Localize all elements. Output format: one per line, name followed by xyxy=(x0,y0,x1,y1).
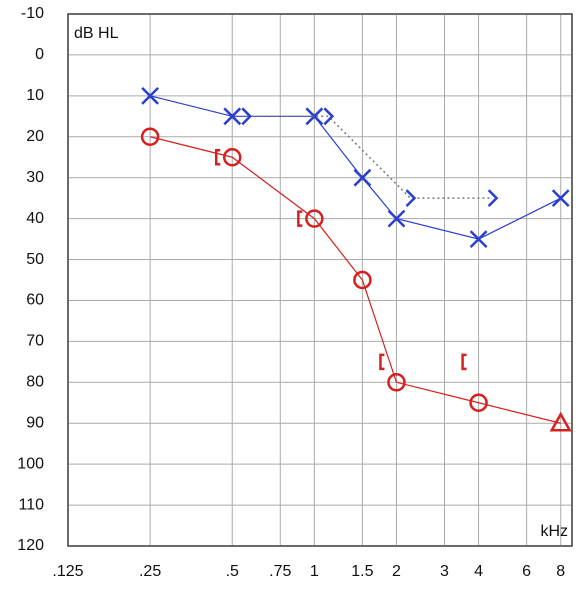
x-tick-label: .5 xyxy=(226,563,239,580)
x-tick-label: .75 xyxy=(269,563,291,580)
y-tick-label: 0 xyxy=(35,46,44,63)
marker xyxy=(140,127,160,147)
marker xyxy=(305,209,324,228)
marker xyxy=(223,107,242,126)
y-axis-label: dB HL xyxy=(74,25,119,42)
marker xyxy=(241,107,253,126)
y-tick-label: 120 xyxy=(17,537,44,554)
y-tick-label: 60 xyxy=(26,292,44,309)
marker xyxy=(323,107,335,126)
marker xyxy=(405,189,417,208)
marker xyxy=(353,168,372,187)
y-tick-label: -10 xyxy=(21,5,44,22)
x-tick-label: 2 xyxy=(392,563,401,580)
plot-border xyxy=(67,13,573,547)
x-tick-label: .25 xyxy=(139,563,161,580)
marker xyxy=(214,148,221,166)
x-tick-label: 4 xyxy=(474,563,483,580)
y-tick-label: 80 xyxy=(26,374,44,391)
marker xyxy=(141,86,160,105)
y-tick-label: 40 xyxy=(26,210,44,227)
marker xyxy=(297,210,303,227)
marker xyxy=(222,147,242,167)
marker xyxy=(487,189,499,208)
y-tick-label: 110 xyxy=(18,496,44,513)
x-tick-label: 3 xyxy=(440,563,449,580)
marker xyxy=(379,353,385,371)
x-axis-label: kHz xyxy=(540,523,568,540)
y-tick-label: 70 xyxy=(26,333,44,350)
marker xyxy=(469,230,488,248)
x-tick-label: 6 xyxy=(522,563,531,580)
x-tick-label: 1 xyxy=(310,563,319,580)
y-tick-label: 50 xyxy=(26,251,44,268)
y-tick-label: 90 xyxy=(26,414,44,431)
y-tick-label: 20 xyxy=(26,128,44,145)
marker xyxy=(353,270,372,290)
plot-area xyxy=(67,13,573,547)
marker xyxy=(305,107,324,126)
x-tick-label: .125 xyxy=(52,563,83,580)
marker xyxy=(549,411,572,432)
y-tick-label: 30 xyxy=(26,169,44,186)
x-tick-label: 8 xyxy=(556,563,565,580)
marker xyxy=(461,353,467,371)
series-line xyxy=(246,115,493,199)
series-line xyxy=(149,136,561,424)
x-tick-label: 1.5 xyxy=(351,563,373,580)
marker xyxy=(469,393,488,413)
marker xyxy=(551,189,570,208)
y-tick-label: 100 xyxy=(17,455,44,472)
marker xyxy=(387,373,406,392)
marker xyxy=(387,209,406,228)
y-tick-label: 10 xyxy=(26,87,44,104)
